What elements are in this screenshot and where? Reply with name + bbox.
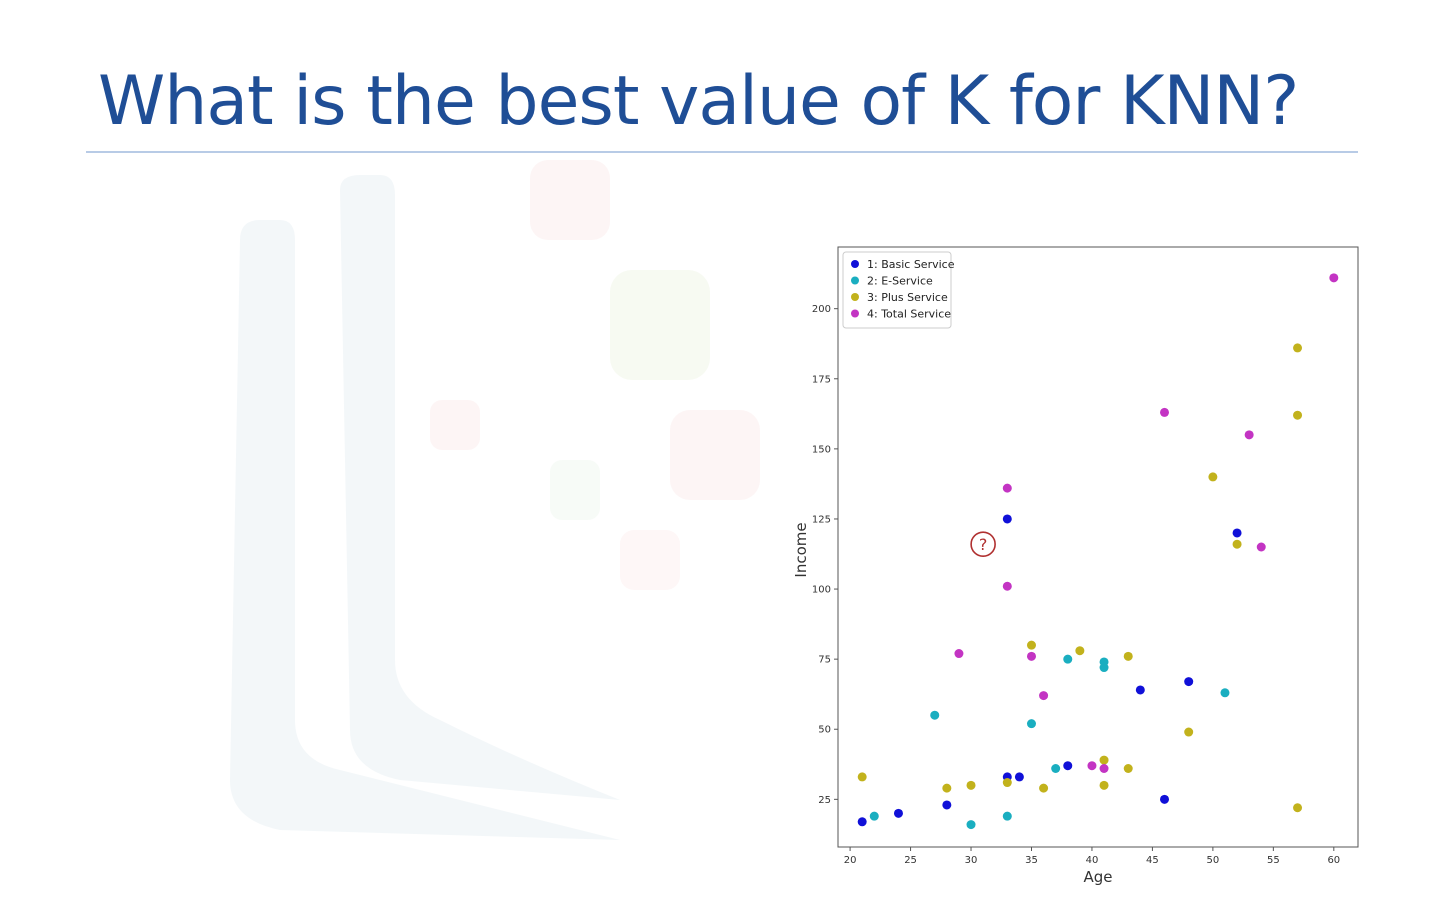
data-point-series-3 xyxy=(857,772,867,782)
data-point-series-3 xyxy=(966,780,976,790)
data-point-series-4 xyxy=(1244,430,1254,440)
legend-marker xyxy=(851,309,859,318)
data-point-series-3 xyxy=(1123,763,1133,773)
x-axis-ticks: 20 25 30 35 40 45 50 55 60 xyxy=(844,847,1340,866)
data-point-series-1 xyxy=(1135,685,1145,695)
x-tick-label: 35 xyxy=(1025,855,1038,866)
data-point-series-3 xyxy=(1184,727,1194,737)
slide-title: What is the best value of K for KNN? xyxy=(98,62,1299,141)
data-point-series-3 xyxy=(1293,343,1303,353)
y-tick-label: 100 xyxy=(812,585,831,596)
data-point-series-4 xyxy=(1256,542,1266,552)
legend-entry: 2: E-Service xyxy=(867,275,933,288)
legend-marker xyxy=(851,293,859,301)
data-points xyxy=(857,273,1339,830)
data-point-series-2 xyxy=(930,710,940,720)
x-axis-label: Age xyxy=(1083,868,1112,886)
data-point-series-2 xyxy=(1051,763,1061,773)
data-point-series-1 xyxy=(1063,761,1073,771)
y-tick-label: 125 xyxy=(812,514,831,525)
background-watermark-logo xyxy=(230,160,760,840)
x-tick-label: 30 xyxy=(965,855,978,866)
x-tick-label: 25 xyxy=(904,855,917,866)
data-point-series-1 xyxy=(1232,528,1242,538)
data-point-series-3 xyxy=(1099,780,1109,790)
data-point-series-4 xyxy=(1002,483,1012,493)
query-point-circle xyxy=(970,531,996,557)
x-tick-label: 40 xyxy=(1086,855,1099,866)
x-tick-label: 55 xyxy=(1267,855,1280,866)
legend-box xyxy=(842,251,952,329)
data-point-series-1 xyxy=(893,808,903,818)
data-point-series-1 xyxy=(942,800,952,810)
data-point-series-3 xyxy=(1123,651,1133,661)
data-point-series-4 xyxy=(954,649,964,659)
data-point-series-3 xyxy=(1208,472,1218,482)
legend-entry: 4: Total Service xyxy=(867,308,951,321)
y-axis-ticks: 25 50 75 100 125 150 175 200 xyxy=(812,304,838,806)
data-point-series-3 xyxy=(1039,783,1049,793)
data-point-series-2 xyxy=(1063,654,1073,664)
plot-frame xyxy=(837,246,1359,848)
data-point-series-1 xyxy=(1160,794,1170,804)
y-tick-label: 50 xyxy=(818,725,831,736)
data-point-series-2 xyxy=(1002,811,1012,821)
data-point-series-3 xyxy=(1026,640,1036,650)
data-point-series-2 xyxy=(1099,663,1109,673)
legend-entry: 1: Basic Service xyxy=(867,258,955,271)
data-point-series-4 xyxy=(1160,407,1170,417)
y-tick-label: 200 xyxy=(812,304,831,315)
x-tick-label: 60 xyxy=(1327,855,1340,866)
x-tick-label: 45 xyxy=(1146,855,1159,866)
data-point-series-1 xyxy=(1184,677,1194,687)
data-point-series-1 xyxy=(1002,514,1012,524)
y-tick-label: 75 xyxy=(818,655,831,666)
data-point-series-4 xyxy=(1329,273,1339,283)
legend-entry: 3: Plus Service xyxy=(867,291,948,304)
y-tick-label: 25 xyxy=(818,795,831,806)
data-point-series-2 xyxy=(966,820,976,830)
query-marker: ? xyxy=(970,531,996,557)
x-tick-label: 20 xyxy=(844,855,857,866)
data-point-series-4 xyxy=(1002,581,1012,591)
data-point-series-3 xyxy=(1293,410,1303,420)
legend-marker xyxy=(851,260,859,268)
x-tick-label: 50 xyxy=(1207,855,1220,866)
y-axis-label: Income xyxy=(792,522,810,577)
data-point-series-3 xyxy=(1232,539,1242,549)
data-point-series-3 xyxy=(1099,755,1109,765)
y-tick-label: 175 xyxy=(812,374,831,385)
data-point-series-2 xyxy=(869,811,879,821)
data-point-series-4 xyxy=(1039,691,1049,701)
data-point-series-4 xyxy=(1026,651,1036,661)
title-divider xyxy=(86,151,1358,153)
data-point-series-1 xyxy=(857,817,867,827)
scatter-chart: 25 50 75 100 125 150 175 200 20 25 30 35 40 45 50 55 60… xyxy=(792,246,1359,886)
y-tick-label: 150 xyxy=(812,444,831,455)
data-point-series-2 xyxy=(1220,688,1230,698)
data-point-series-3 xyxy=(1293,803,1303,813)
query-point-label: ? xyxy=(979,535,988,554)
data-point-series-2 xyxy=(1026,719,1036,729)
data-point-series-4 xyxy=(1099,763,1109,773)
data-point-series-3 xyxy=(1075,646,1085,656)
data-point-series-1 xyxy=(1014,772,1024,782)
data-point-series-3 xyxy=(942,783,952,793)
data-point-series-4 xyxy=(1087,761,1097,771)
legend-marker xyxy=(851,276,859,285)
legend: 1: Basic Service 2: E-Service 3: Plus Serv… xyxy=(842,251,955,329)
data-point-series-3 xyxy=(1002,778,1012,788)
